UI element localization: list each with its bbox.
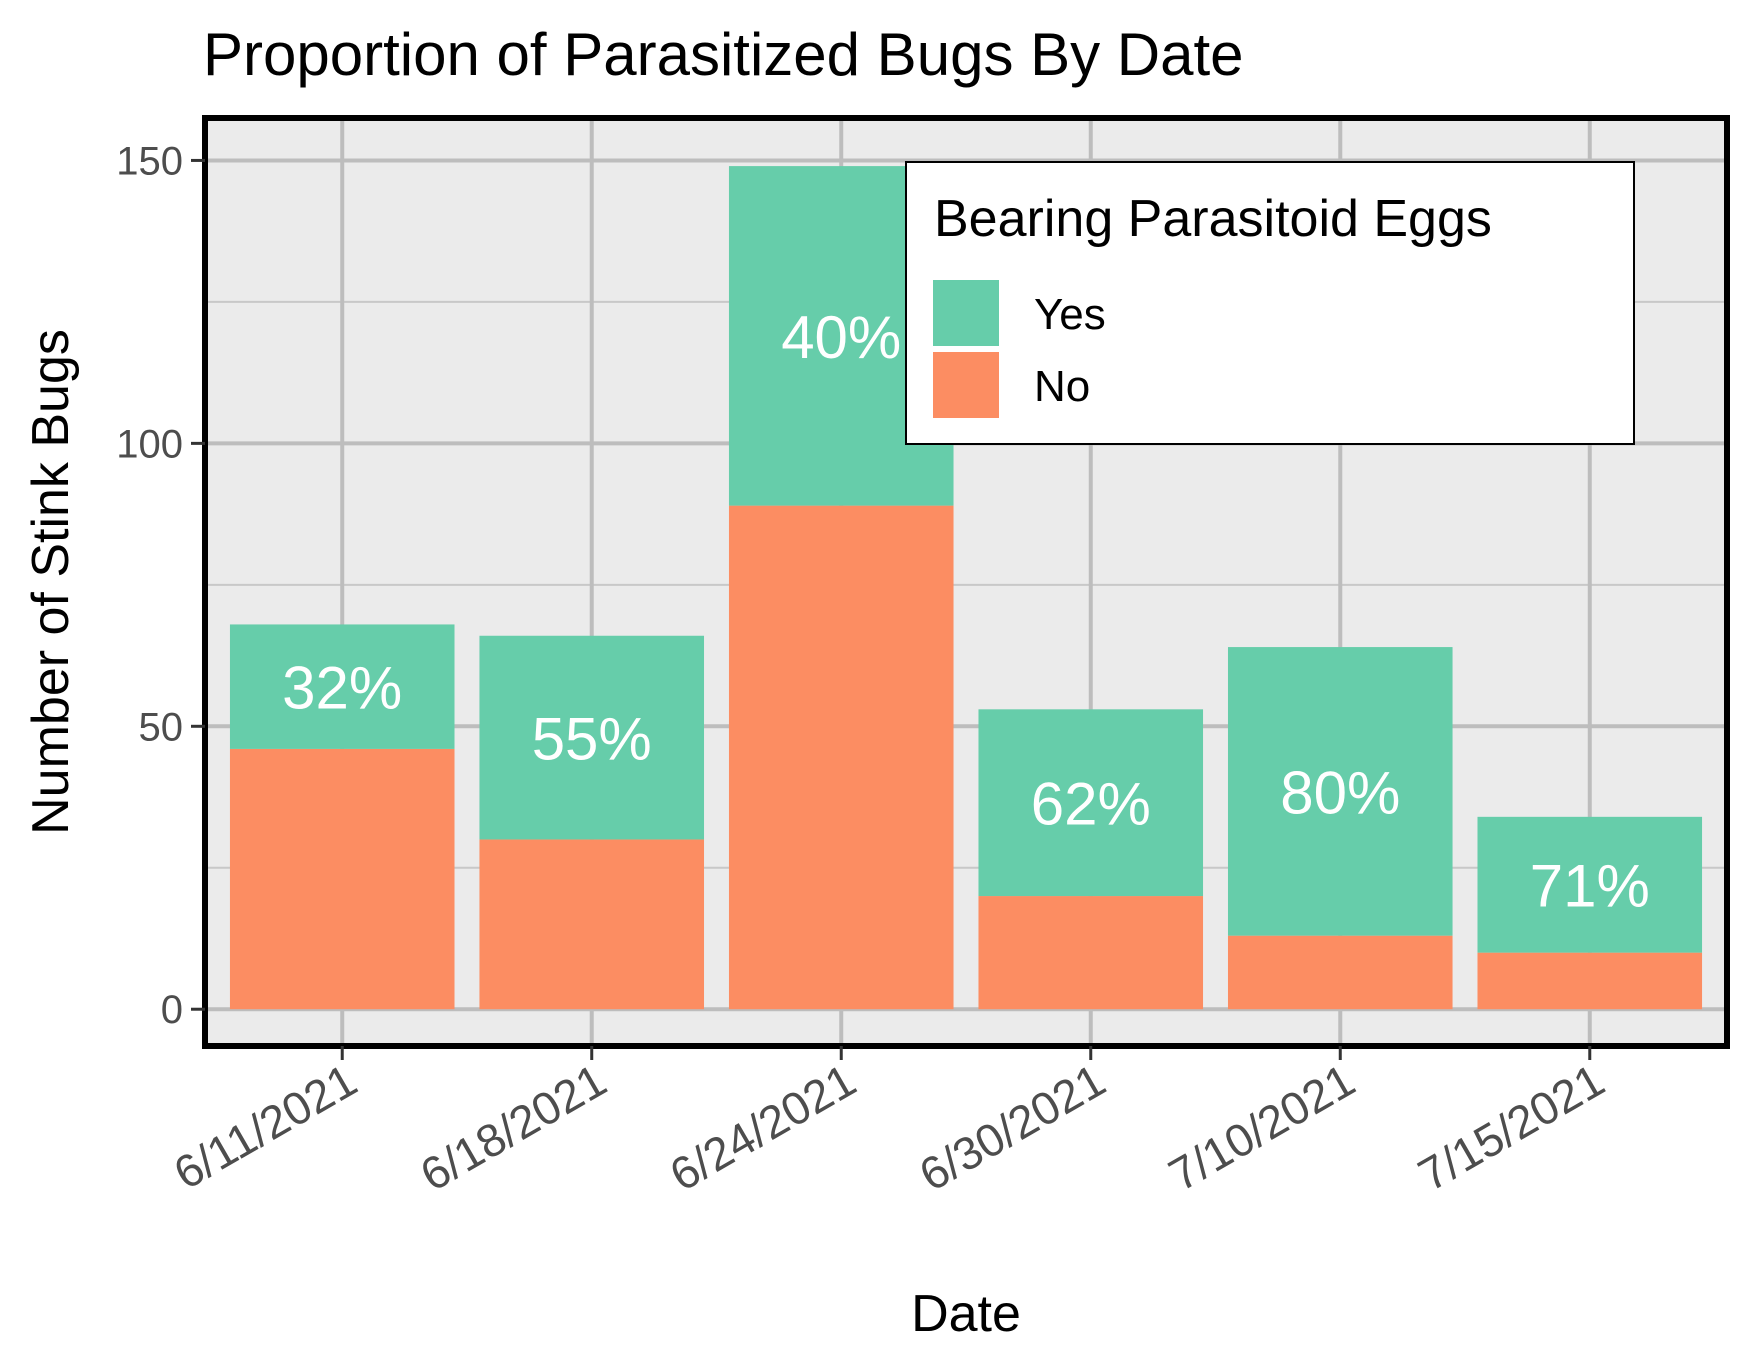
x-tick-label: 6/18/2021 [412, 1054, 615, 1201]
bar-yes-4 [978, 709, 1204, 897]
bar-no-3 [728, 505, 954, 1010]
x-tick-label: 7/15/2021 [1410, 1054, 1613, 1201]
chart-title: Proportion of Parasitized Bugs By Date [203, 21, 1244, 88]
bars [229, 166, 1703, 1010]
x-tick-label: 6/30/2021 [911, 1054, 1114, 1201]
bar-percent-label: 40% [781, 304, 901, 371]
bar-percent-label: 80% [1280, 759, 1400, 826]
bar-percent-label: 55% [532, 706, 652, 773]
bar-yes-2 [479, 635, 705, 840]
bar-labels: 32% 55% 40% 62% 80% 71% [282, 304, 1650, 920]
bar-percent-label: 71% [1530, 853, 1650, 920]
bar-no-5 [1227, 935, 1453, 1010]
legend-label-yes: Yes [1034, 290, 1106, 339]
bar-percent-label: 32% [282, 655, 402, 722]
legend-title: Bearing Parasitoid Eggs [934, 190, 1492, 248]
y-tick-label: 100 [116, 422, 183, 466]
bar-yes-1 [229, 624, 455, 749]
x-tick-label: 7/10/2021 [1160, 1054, 1363, 1201]
bar-no-4 [978, 896, 1204, 1010]
legend-key-yes [931, 278, 1001, 348]
legend: Bearing Parasitoid Eggs Yes No [905, 161, 1635, 445]
bar-no-1 [229, 748, 455, 1010]
legend-label-no: No [1034, 362, 1090, 411]
x-tick-label: 6/24/2021 [661, 1054, 864, 1201]
y-tick-label: 0 [161, 988, 183, 1032]
plot-border [202, 115, 1730, 1049]
y-axis-title: Number of Stink Bugs [22, 329, 80, 835]
bar-no-2 [479, 839, 705, 1010]
x-axis: 6/11/2021 6/18/2021 6/24/2021 6/30/2021 7/10… [165, 1046, 1613, 1201]
x-axis-title: Date [911, 1285, 1021, 1343]
x-tick-label: 6/11/2021 [165, 1054, 365, 1200]
y-axis: 0 50 100 150 [116, 139, 205, 1032]
legend-key-no [931, 350, 1001, 420]
y-tick-label: 50 [139, 705, 184, 749]
bar-yes-5 [1227, 647, 1453, 936]
bar-percent-label: 62% [1031, 771, 1151, 838]
legend-box [905, 161, 1635, 445]
bar-yes-6 [1477, 816, 1703, 953]
y-tick-label: 150 [116, 139, 183, 183]
bar-no-6 [1477, 952, 1703, 1010]
